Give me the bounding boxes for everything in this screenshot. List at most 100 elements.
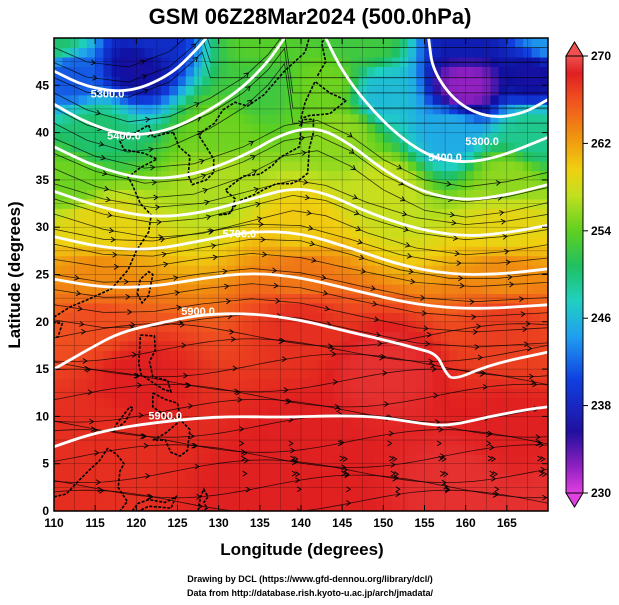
field-cell <box>325 331 335 342</box>
streamline-arrow <box>260 236 266 243</box>
streamline-arrow <box>188 403 194 409</box>
field-cell <box>119 473 129 484</box>
field-cell <box>531 236 541 247</box>
field-cell <box>531 227 541 238</box>
field-cell <box>193 66 203 77</box>
field-cell <box>136 283 146 295</box>
field-cell <box>301 265 310 276</box>
field-cell <box>482 492 491 503</box>
field-cell <box>515 265 524 276</box>
field-cell <box>202 208 212 219</box>
field-cell <box>457 198 467 209</box>
streamline-arrow <box>505 259 511 266</box>
field-cell <box>498 151 508 162</box>
field-cell <box>482 56 491 67</box>
field-cell <box>86 340 96 351</box>
field-cell <box>366 170 376 181</box>
field-cell <box>70 94 80 105</box>
field-cell <box>152 406 162 417</box>
field-cell <box>161 151 170 162</box>
field-cell <box>78 321 88 332</box>
field-cell <box>210 75 220 86</box>
field-cell <box>399 265 409 276</box>
x-tick-label: 120 <box>126 516 146 530</box>
field-cell <box>54 492 63 503</box>
field-cell <box>301 56 310 67</box>
field-cell <box>128 56 137 67</box>
field-cell <box>128 302 137 313</box>
field-cell <box>465 492 475 503</box>
contour-5400 <box>324 38 548 163</box>
field-cell <box>432 463 442 474</box>
field-cell <box>408 66 417 77</box>
field-cell <box>251 463 261 474</box>
field-cell <box>473 454 483 465</box>
field-cell <box>136 160 146 172</box>
field-cell <box>317 454 327 465</box>
field-cell <box>177 359 187 370</box>
field-cell <box>54 359 63 370</box>
field-cell <box>136 473 146 484</box>
field-cell <box>449 94 459 105</box>
field-cell <box>432 454 442 465</box>
field-cell <box>86 104 96 115</box>
streamline-arrow <box>334 403 340 410</box>
streamline-arrow <box>199 158 205 165</box>
field-cell <box>62 38 72 49</box>
field-cell <box>317 227 327 238</box>
field-cell <box>424 47 434 58</box>
field-cell <box>383 454 393 465</box>
field-cell <box>325 66 335 77</box>
field-cell <box>531 416 541 427</box>
field-cell <box>86 454 96 465</box>
field-cell <box>375 274 384 285</box>
field-cell <box>128 217 137 228</box>
field-cell <box>457 123 467 134</box>
field-cell <box>268 132 277 143</box>
field-cell <box>284 255 294 266</box>
field-cell <box>342 94 351 105</box>
field-cell <box>408 397 417 408</box>
field-cell <box>152 482 162 493</box>
field-cell <box>103 189 113 200</box>
field-cell <box>465 321 475 332</box>
field-cell <box>243 369 253 380</box>
field-cell <box>515 104 524 115</box>
y-tick-label: 10 <box>36 409 50 423</box>
field-cell <box>375 217 384 228</box>
field-cell <box>531 38 541 49</box>
field-cell <box>432 208 442 219</box>
field-cell <box>366 340 376 351</box>
field-cell <box>383 463 393 474</box>
field-cell <box>95 66 104 77</box>
coastline-visayas <box>152 392 181 422</box>
field-cell <box>251 246 261 257</box>
coastline-mindanao <box>152 419 191 458</box>
field-cell <box>465 123 475 134</box>
field-cell <box>119 331 129 342</box>
field-cell <box>325 113 335 124</box>
field-cell <box>391 283 401 295</box>
field-cell <box>399 492 409 503</box>
field-cell <box>276 94 286 105</box>
field-cell <box>515 369 524 380</box>
field-cell <box>136 331 146 342</box>
field-cell <box>366 66 376 77</box>
field-cell <box>193 189 203 200</box>
field-cell <box>235 501 244 511</box>
field-cell <box>523 302 533 313</box>
field-cell <box>473 38 483 49</box>
contour-5900 <box>54 312 548 380</box>
streamline-arrow <box>110 236 116 243</box>
field-cell <box>169 255 179 266</box>
field-cell <box>408 189 417 200</box>
field-cell <box>325 293 335 304</box>
field-cell <box>111 312 121 323</box>
field-cell <box>523 47 533 58</box>
field-cell <box>243 302 253 313</box>
field-cell <box>144 38 154 49</box>
field-cell <box>152 425 162 436</box>
field-cell <box>62 283 72 295</box>
streamline-arrow <box>234 388 240 395</box>
field-cell <box>408 170 417 181</box>
